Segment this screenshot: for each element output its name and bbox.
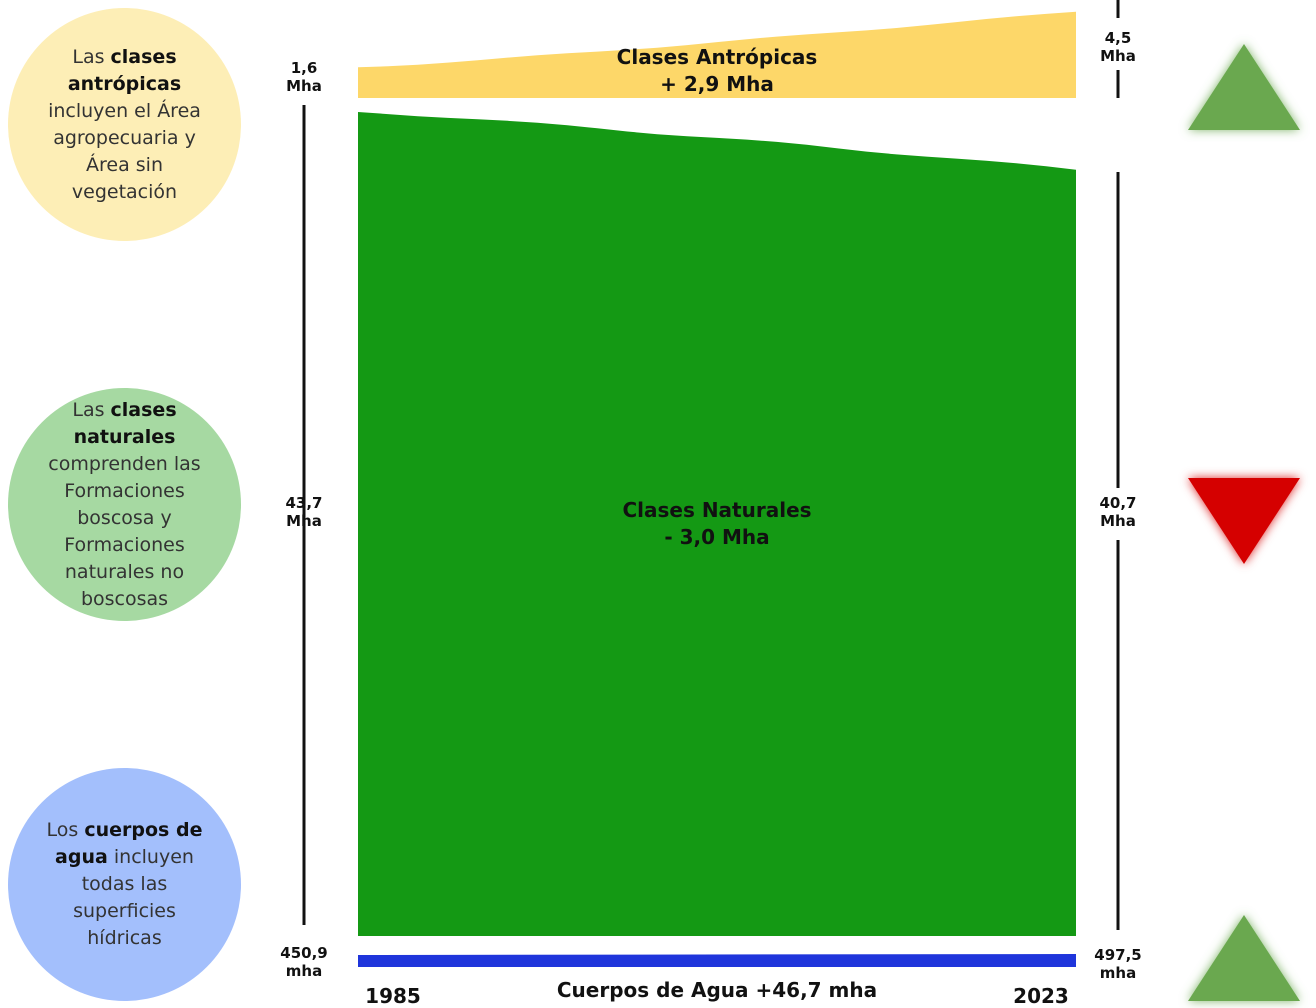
x-label-end: 2023 [1013, 984, 1069, 1008]
note-agua: Los cuerpos de agua incluyen todas las s… [8, 768, 241, 1001]
note-naturales-bold: clases naturales [73, 398, 177, 448]
label-naturales-start: 43,7 Mha [285, 494, 322, 530]
trend-down-icon-naturales [1188, 478, 1300, 564]
note-agua-bold: cuerpos de agua [55, 819, 203, 868]
series-label-agua: Cuerpos de Agua +46,7 mha [557, 978, 877, 1002]
note-antropicas-post: incluyen el Área agropecuaria y Área sin… [48, 99, 201, 203]
label-agua-start: 450,9 mha [280, 944, 327, 980]
label-antropicas-start: 1,6 Mha [286, 59, 322, 95]
area-antropicas [358, 11, 1076, 99]
note-naturales-post: comprenden las Formaciones boscosa y For… [48, 452, 201, 610]
area-naturales [358, 112, 1076, 936]
series-label-naturales: Clases Naturales - 3,0 Mha [622, 498, 811, 549]
series-label-antropicas: Clases Antrópicas + 2,9 Mha [617, 45, 818, 96]
trend-up-icon-antropicas [1188, 44, 1300, 130]
label-naturales-end: 40,7 Mha [1099, 494, 1136, 530]
area-agua [358, 954, 1076, 967]
label-antropicas-end: 4,5 Mha [1100, 29, 1136, 65]
note-antropicas-bold: clases antrópicas [67, 45, 182, 95]
trend-up-icon-agua [1188, 915, 1300, 1001]
note-antropicas-pre: Las [72, 45, 111, 68]
note-naturales: Las clases naturales comprenden las Form… [8, 388, 241, 621]
x-label-start: 1985 [365, 984, 421, 1008]
note-agua-pre: Los [46, 819, 85, 841]
label-agua-end: 497,5 mha [1094, 946, 1141, 982]
note-agua-post: incluyen todas las superficies hídricas [73, 846, 194, 949]
note-naturales-pre: Las [72, 398, 111, 421]
note-antropicas: Las clases antrópicas incluyen el Área a… [8, 8, 241, 241]
